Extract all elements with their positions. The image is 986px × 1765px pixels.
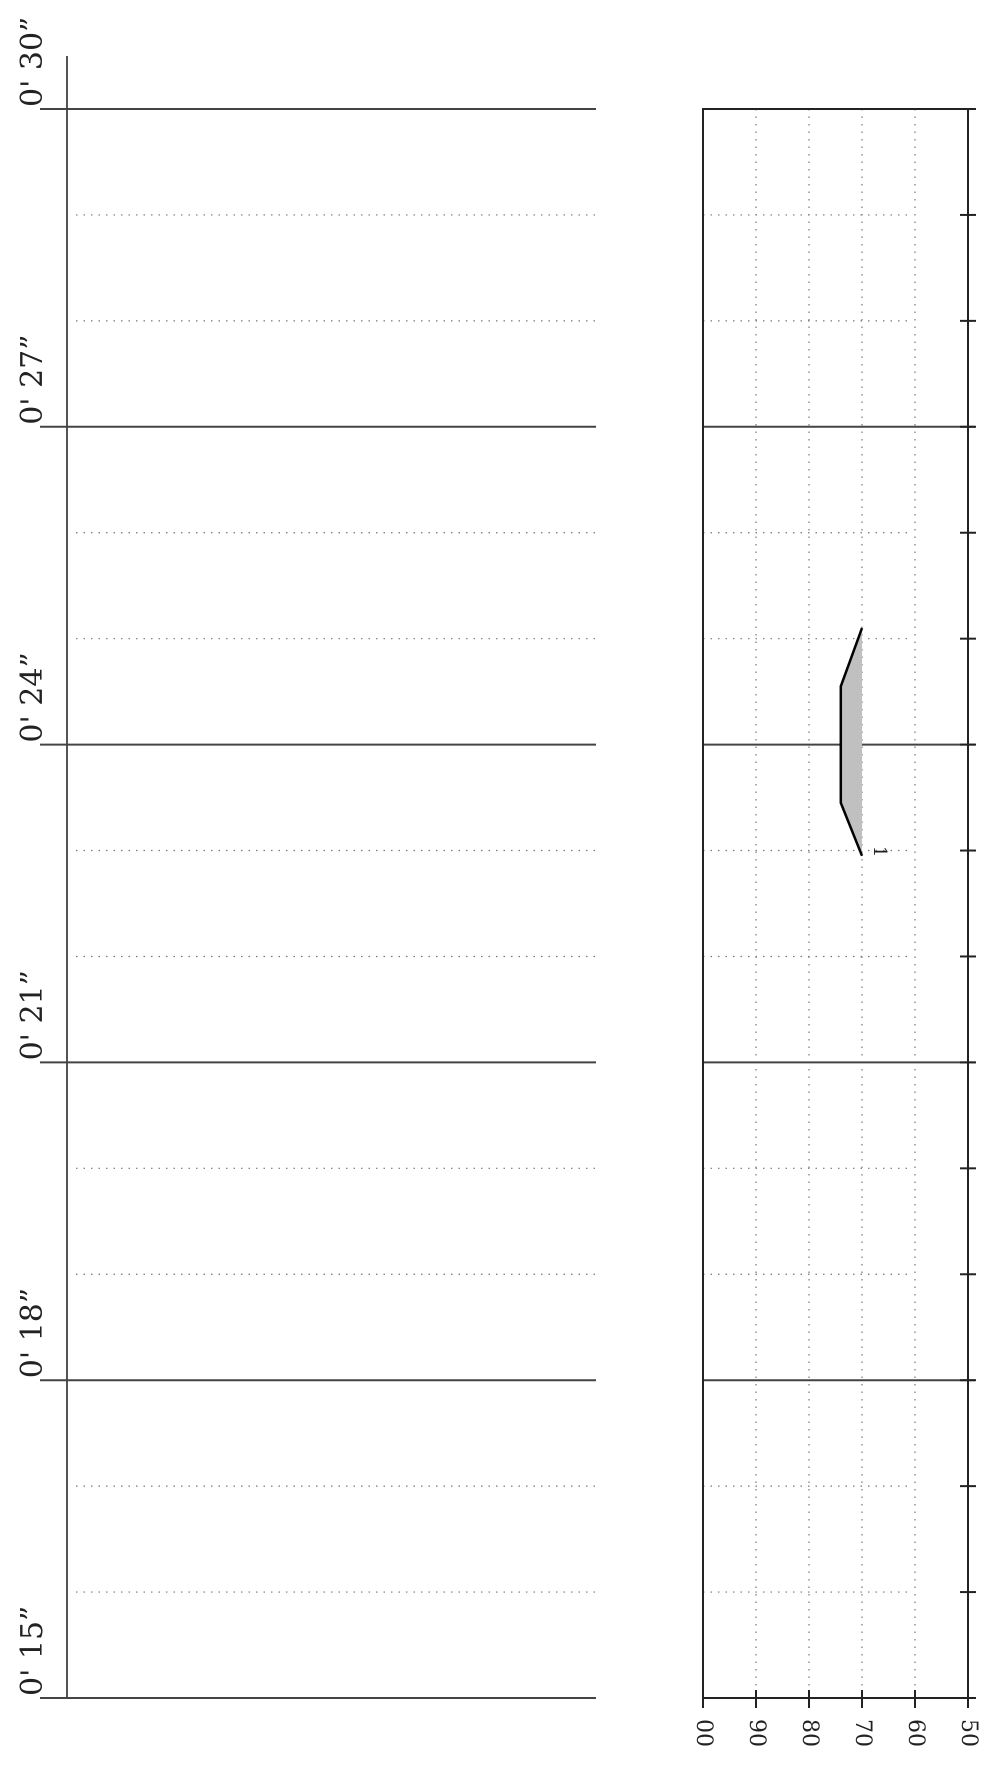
value-tick-label: 80 (797, 1719, 822, 1747)
shape-outline (839, 627, 864, 857)
time-axis-labels: 0' 30” 0' 27” 0' 24” 0' 21” 0' 18” 0' 15” (15, 17, 50, 1696)
time-label: 0' 30” (15, 17, 50, 107)
right-grid (703, 108, 975, 1699)
value-tick-label: 50 (956, 1719, 981, 1747)
left-grid (40, 108, 596, 1699)
value-tick-label: 70 (850, 1719, 875, 1747)
left-time-panel: 0' 30” 0' 27” 0' 24” 0' 21” 0' 18” 0' 15” (15, 17, 596, 1699)
time-label: 0' 27” (15, 334, 50, 424)
time-label: 0' 15” (15, 1606, 50, 1696)
time-label: 0' 24” (15, 652, 50, 742)
value-tick-label: 90 (744, 1719, 769, 1747)
time-label: 0' 18” (15, 1288, 50, 1378)
right-value-panel: 00 90 80 70 60 50 1 (691, 108, 981, 1747)
shape-label: 1 (869, 846, 890, 857)
shape-fill (840, 628, 862, 856)
value-axis-ticks (702, 1690, 969, 1708)
right-edge-ticks (960, 108, 976, 1699)
right-frame (702, 108, 969, 1699)
time-label: 0' 21” (15, 970, 50, 1060)
value-tick-label: 60 (903, 1719, 928, 1747)
shape-layer: 1 (839, 627, 890, 857)
value-axis-labels: 00 90 80 70 60 50 (691, 1719, 981, 1747)
value-tick-label: 00 (691, 1719, 716, 1747)
